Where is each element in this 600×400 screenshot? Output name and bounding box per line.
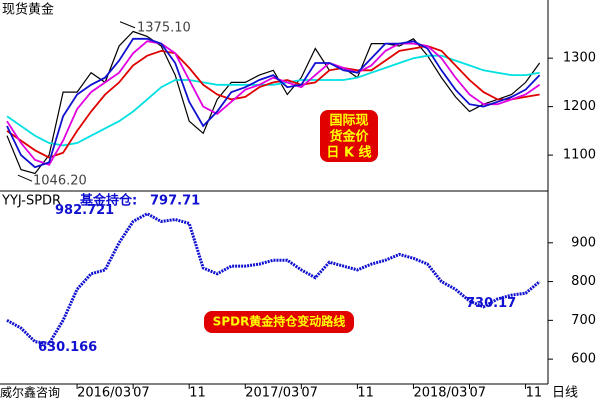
line-series: [6, 54, 540, 147]
y-tick-label: 900: [571, 235, 596, 250]
low-marker: [17, 174, 33, 182]
chart-subtitle: 基金持仓:: [79, 193, 137, 209]
x-tick-label: 07: [470, 386, 487, 400]
x-axis-label: 日线: [552, 386, 578, 400]
y-tick-label: 1200: [563, 99, 596, 114]
x-tick-label: 2017/03: [245, 386, 299, 400]
line-series: [6, 211, 541, 346]
annotation-text: SPDR黄金持仓变动路线: [213, 314, 346, 329]
max-label: 982.721: [55, 203, 114, 218]
line-series: [6, 45, 540, 159]
annotation-text: 国际现: [329, 114, 368, 129]
annotation-box: [320, 110, 378, 162]
x-tick-label: 07: [301, 386, 318, 400]
x-tick-label: 2018/03: [413, 386, 467, 400]
chart-title: YYJ-SPDR: [1, 194, 61, 209]
x-tick-label: 11: [357, 386, 374, 400]
x-tick-label: 2016/03: [77, 386, 131, 400]
source: 威尔鑫咨询: [0, 385, 60, 400]
high-marker: [119, 21, 136, 29]
x-tick-label: 11: [189, 386, 206, 400]
y-tick-label: 700: [571, 313, 596, 328]
y-tick-label: 600: [571, 352, 596, 367]
x-tick-label: 11: [526, 386, 543, 400]
current-value: 797.71: [150, 194, 200, 209]
low-label: 730.17: [466, 296, 516, 311]
y-tick-label: 1300: [563, 51, 596, 66]
annotation-text: 货金价: [329, 129, 369, 145]
line-series: [6, 37, 541, 169]
low-label: 1046.20: [33, 174, 87, 189]
y-tick-label: 800: [571, 274, 596, 289]
annotation-text: 日 K 线: [326, 145, 371, 161]
x-tick-label: 07: [133, 386, 150, 400]
y-tick-label: 1100: [563, 148, 596, 163]
chart-title: 现货黄金: [2, 2, 54, 18]
line-series: [6, 30, 541, 175]
high-label: 1375.10: [137, 20, 191, 35]
line-series: [6, 40, 541, 166]
min-label: 630.166: [38, 340, 97, 355]
annotation-box: [204, 311, 354, 333]
